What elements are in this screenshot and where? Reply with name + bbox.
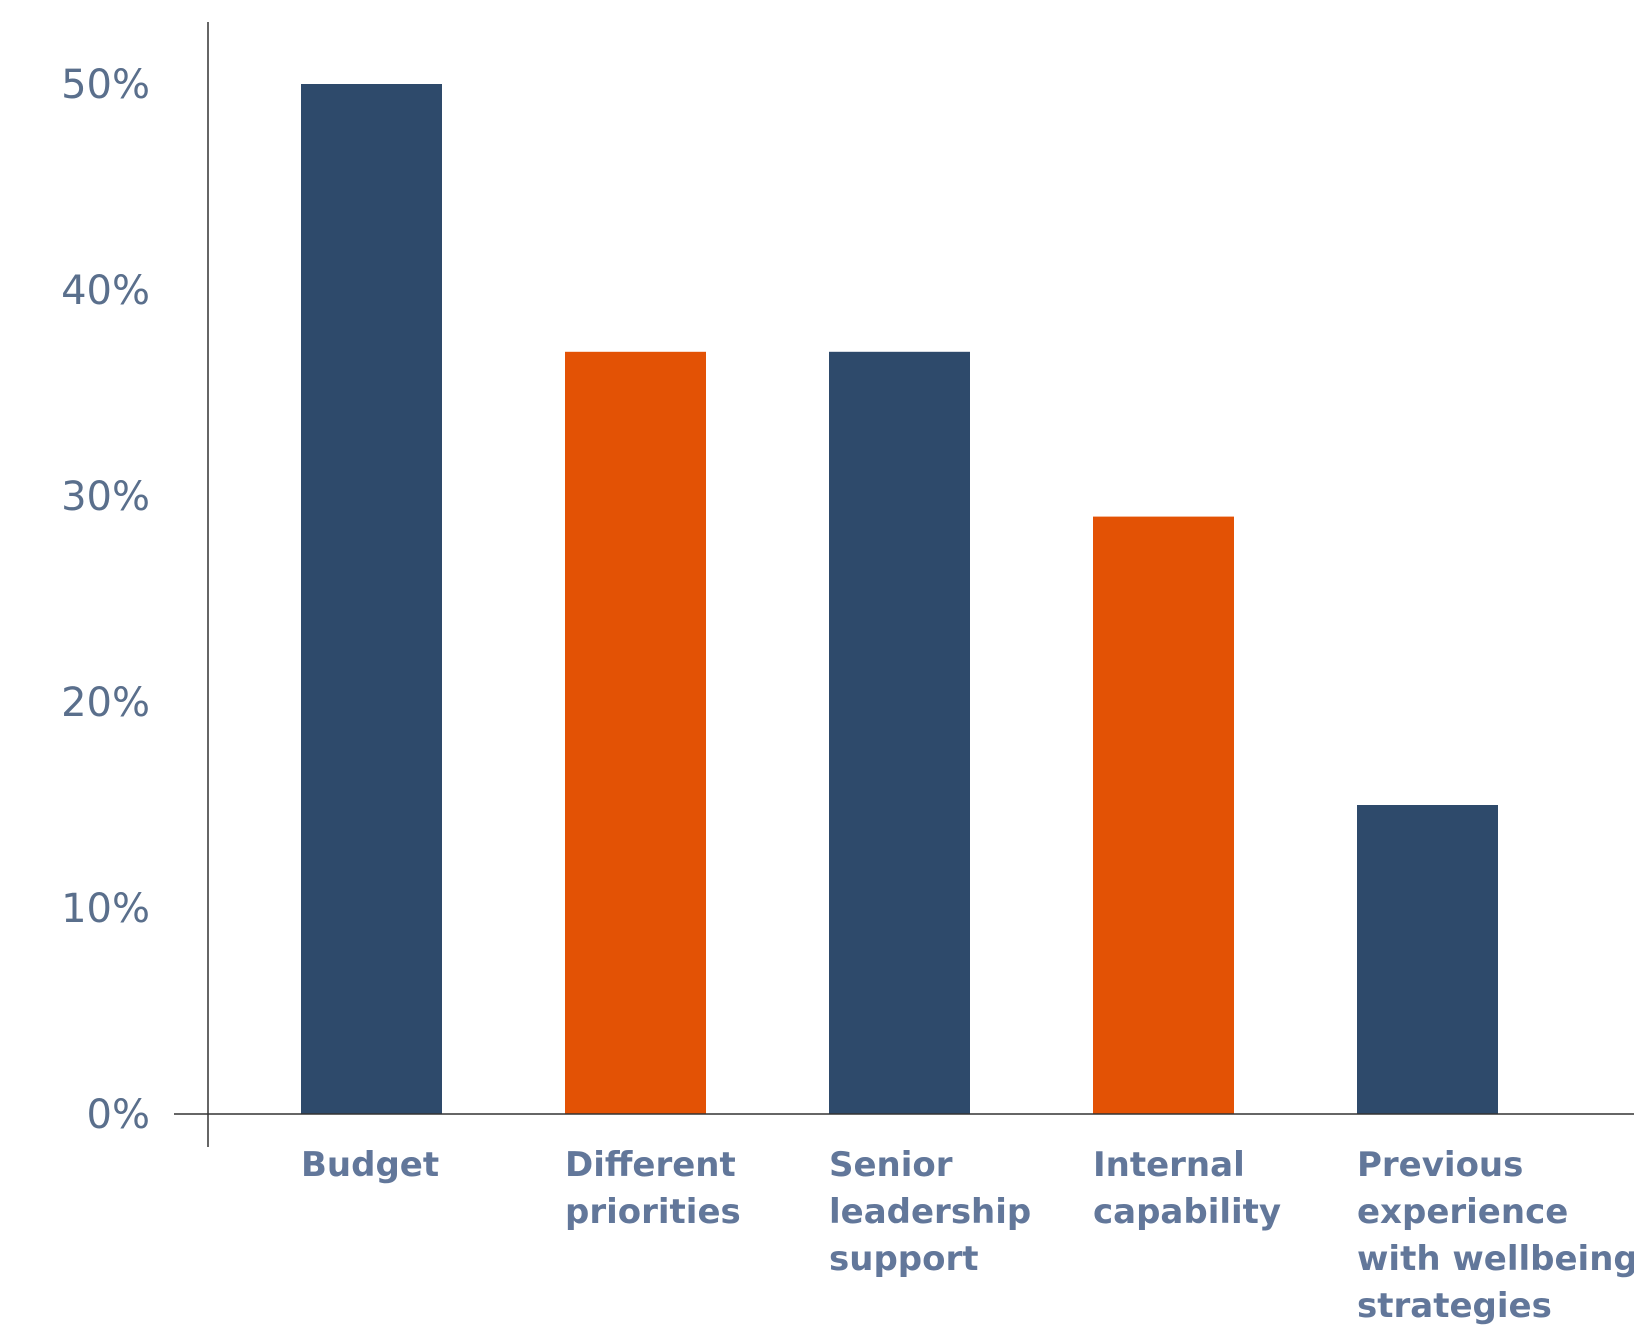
y-tick-label: 50% — [61, 62, 150, 108]
x-category-label-line: capability — [1093, 1192, 1281, 1232]
x-category-label: Senior leadership support — [829, 1145, 1031, 1279]
x-category-label-line: leadership — [829, 1192, 1031, 1232]
x-category-label: Internal capability — [1093, 1145, 1281, 1232]
y-tick-label: 0% — [87, 1092, 150, 1138]
y-tick-label: 20% — [61, 680, 150, 726]
bar-2 — [829, 351, 970, 1114]
x-category-label-line: priorities — [565, 1192, 741, 1232]
x-category-label: Different priorities — [565, 1145, 741, 1232]
x-category-labels: Budget Different priorities Senior leadershi… — [301, 1145, 1634, 1326]
x-category-label-line: Internal — [1093, 1145, 1245, 1185]
bar-1 — [565, 351, 706, 1114]
x-category-label-line: strategies — [1357, 1286, 1552, 1326]
bar-3 — [1093, 516, 1234, 1114]
x-category-label-line: Different — [565, 1145, 736, 1185]
bars-group — [301, 84, 1498, 1114]
bar-4 — [1357, 805, 1498, 1114]
x-category-label-line: Senior — [829, 1145, 953, 1185]
x-category-label: Budget — [301, 1145, 439, 1185]
x-category-label-line: experience — [1357, 1192, 1568, 1232]
x-category-label-line: support — [829, 1239, 979, 1279]
y-tick-label: 10% — [61, 886, 150, 932]
y-tick-label: 40% — [61, 268, 150, 314]
bar-0 — [301, 84, 442, 1114]
x-category-label: Previous experience with wellbeing strategi… — [1357, 1145, 1634, 1326]
x-category-label-line: with wellbeing — [1357, 1239, 1634, 1279]
x-category-label-line: Previous — [1357, 1145, 1523, 1185]
axes-group — [174, 22, 1634, 1147]
x-category-label-line: Budget — [301, 1145, 439, 1185]
y-tick-label: 30% — [61, 474, 150, 520]
y-tick-labels: 0% 10% 20% 30% 40% 50% — [61, 62, 150, 1138]
